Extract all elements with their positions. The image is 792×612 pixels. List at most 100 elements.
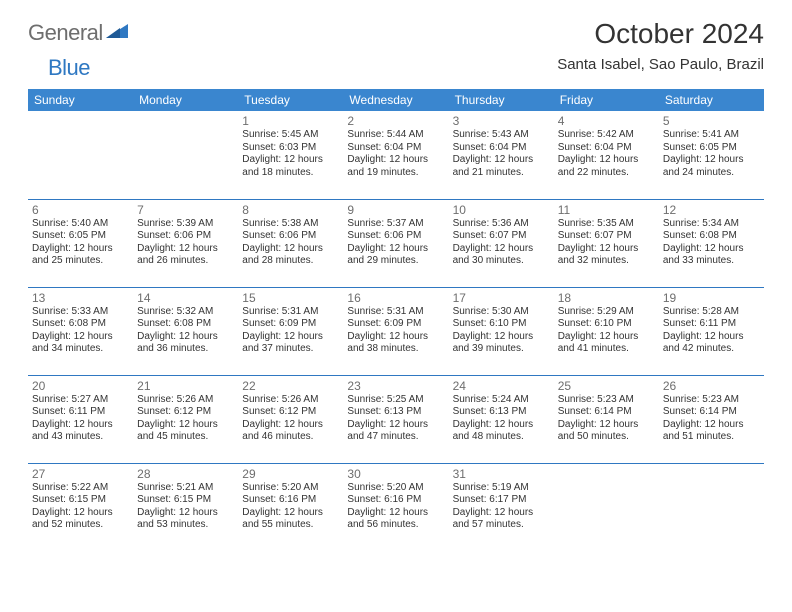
calendar-cell: 18Sunrise: 5:29 AMSunset: 6:10 PMDayligh… — [554, 287, 659, 375]
day-number: 8 — [242, 203, 339, 217]
sunrise-text: Sunrise: 5:21 AM — [137, 482, 234, 495]
sunrise-text: Sunrise: 5:31 AM — [242, 306, 339, 319]
daylight-text: and 24 minutes. — [663, 167, 760, 180]
calendar-cell: 30Sunrise: 5:20 AMSunset: 6:16 PMDayligh… — [343, 463, 448, 551]
sunset-text: Sunset: 6:08 PM — [32, 318, 129, 331]
calendar-cell: 31Sunrise: 5:19 AMSunset: 6:17 PMDayligh… — [449, 463, 554, 551]
day-info: Sunrise: 5:31 AMSunset: 6:09 PMDaylight:… — [347, 306, 444, 356]
sunset-text: Sunset: 6:16 PM — [242, 494, 339, 507]
day-info: Sunrise: 5:26 AMSunset: 6:12 PMDaylight:… — [242, 394, 339, 444]
location-text: Santa Isabel, Sao Paulo, Brazil — [557, 56, 764, 73]
day-info: Sunrise: 5:30 AMSunset: 6:10 PMDaylight:… — [453, 306, 550, 356]
sunset-text: Sunset: 6:05 PM — [663, 142, 760, 155]
sunrise-text: Sunrise: 5:45 AM — [242, 129, 339, 142]
sunrise-text: Sunrise: 5:35 AM — [558, 218, 655, 231]
sunset-text: Sunset: 6:12 PM — [242, 406, 339, 419]
sunset-text: Sunset: 6:17 PM — [453, 494, 550, 507]
title-block: October 2024 Santa Isabel, Sao Paulo, Br… — [557, 18, 764, 73]
sunset-text: Sunset: 6:11 PM — [32, 406, 129, 419]
sunset-text: Sunset: 6:10 PM — [558, 318, 655, 331]
sunrise-text: Sunrise: 5:34 AM — [663, 218, 760, 231]
day-info: Sunrise: 5:25 AMSunset: 6:13 PMDaylight:… — [347, 394, 444, 444]
daylight-text: and 38 minutes. — [347, 343, 444, 356]
day-info: Sunrise: 5:27 AMSunset: 6:11 PMDaylight:… — [32, 394, 129, 444]
sunset-text: Sunset: 6:14 PM — [663, 406, 760, 419]
daylight-text: Daylight: 12 hours — [558, 154, 655, 167]
day-number: 17 — [453, 291, 550, 305]
sunrise-text: Sunrise: 5:20 AM — [347, 482, 444, 495]
sunrise-text: Sunrise: 5:22 AM — [32, 482, 129, 495]
calendar-table: Sunday Monday Tuesday Wednesday Thursday… — [28, 89, 764, 551]
day-info: Sunrise: 5:44 AMSunset: 6:04 PMDaylight:… — [347, 129, 444, 179]
day-info: Sunrise: 5:23 AMSunset: 6:14 PMDaylight:… — [558, 394, 655, 444]
weekday-header: Wednesday — [343, 89, 448, 111]
sunset-text: Sunset: 6:14 PM — [558, 406, 655, 419]
calendar-cell: 10Sunrise: 5:36 AMSunset: 6:07 PMDayligh… — [449, 199, 554, 287]
calendar-cell: 22Sunrise: 5:26 AMSunset: 6:12 PMDayligh… — [238, 375, 343, 463]
sunset-text: Sunset: 6:04 PM — [347, 142, 444, 155]
calendar-cell: 11Sunrise: 5:35 AMSunset: 6:07 PMDayligh… — [554, 199, 659, 287]
calendar-cell: 28Sunrise: 5:21 AMSunset: 6:15 PMDayligh… — [133, 463, 238, 551]
sunset-text: Sunset: 6:12 PM — [137, 406, 234, 419]
day-number: 11 — [558, 203, 655, 217]
daylight-text: and 25 minutes. — [32, 255, 129, 268]
sunrise-text: Sunrise: 5:25 AM — [347, 394, 444, 407]
daylight-text: and 45 minutes. — [137, 431, 234, 444]
day-number: 7 — [137, 203, 234, 217]
sunrise-text: Sunrise: 5:20 AM — [242, 482, 339, 495]
brand-triangle-icon — [106, 22, 128, 45]
day-number: 6 — [32, 203, 129, 217]
daylight-text: and 57 minutes. — [453, 519, 550, 532]
sunrise-text: Sunrise: 5:33 AM — [32, 306, 129, 319]
sunrise-text: Sunrise: 5:19 AM — [453, 482, 550, 495]
calendar-cell — [659, 463, 764, 551]
daylight-text: Daylight: 12 hours — [242, 243, 339, 256]
day-number: 29 — [242, 467, 339, 481]
daylight-text: Daylight: 12 hours — [242, 507, 339, 520]
day-info: Sunrise: 5:38 AMSunset: 6:06 PMDaylight:… — [242, 218, 339, 268]
day-info: Sunrise: 5:29 AMSunset: 6:10 PMDaylight:… — [558, 306, 655, 356]
day-number: 21 — [137, 379, 234, 393]
daylight-text: and 48 minutes. — [453, 431, 550, 444]
day-info: Sunrise: 5:37 AMSunset: 6:06 PMDaylight:… — [347, 218, 444, 268]
daylight-text: and 50 minutes. — [558, 431, 655, 444]
calendar-cell — [28, 111, 133, 199]
daylight-text: Daylight: 12 hours — [32, 243, 129, 256]
sunset-text: Sunset: 6:03 PM — [242, 142, 339, 155]
day-number: 13 — [32, 291, 129, 305]
calendar-cell: 3Sunrise: 5:43 AMSunset: 6:04 PMDaylight… — [449, 111, 554, 199]
calendar-cell: 25Sunrise: 5:23 AMSunset: 6:14 PMDayligh… — [554, 375, 659, 463]
daylight-text: and 33 minutes. — [663, 255, 760, 268]
sunrise-text: Sunrise: 5:29 AM — [558, 306, 655, 319]
daylight-text: Daylight: 12 hours — [347, 419, 444, 432]
day-number: 22 — [242, 379, 339, 393]
sunset-text: Sunset: 6:07 PM — [453, 230, 550, 243]
day-info: Sunrise: 5:33 AMSunset: 6:08 PMDaylight:… — [32, 306, 129, 356]
day-number: 14 — [137, 291, 234, 305]
daylight-text: Daylight: 12 hours — [453, 154, 550, 167]
sunset-text: Sunset: 6:09 PM — [242, 318, 339, 331]
day-number: 30 — [347, 467, 444, 481]
daylight-text: Daylight: 12 hours — [347, 243, 444, 256]
sunrise-text: Sunrise: 5:28 AM — [663, 306, 760, 319]
day-info: Sunrise: 5:39 AMSunset: 6:06 PMDaylight:… — [137, 218, 234, 268]
daylight-text: and 56 minutes. — [347, 519, 444, 532]
calendar-cell — [554, 463, 659, 551]
daylight-text: Daylight: 12 hours — [663, 154, 760, 167]
daylight-text: and 21 minutes. — [453, 167, 550, 180]
daylight-text: and 36 minutes. — [137, 343, 234, 356]
sunset-text: Sunset: 6:09 PM — [347, 318, 444, 331]
weekday-row: Sunday Monday Tuesday Wednesday Thursday… — [28, 89, 764, 111]
day-number: 2 — [347, 114, 444, 128]
day-info: Sunrise: 5:19 AMSunset: 6:17 PMDaylight:… — [453, 482, 550, 532]
brand-part2: Blue — [48, 55, 90, 81]
daylight-text: Daylight: 12 hours — [137, 507, 234, 520]
daylight-text: and 18 minutes. — [242, 167, 339, 180]
daylight-text: and 28 minutes. — [242, 255, 339, 268]
sunrise-text: Sunrise: 5:31 AM — [347, 306, 444, 319]
daylight-text: Daylight: 12 hours — [453, 331, 550, 344]
calendar-cell: 12Sunrise: 5:34 AMSunset: 6:08 PMDayligh… — [659, 199, 764, 287]
day-number: 26 — [663, 379, 760, 393]
calendar-week-row: 1Sunrise: 5:45 AMSunset: 6:03 PMDaylight… — [28, 111, 764, 199]
day-info: Sunrise: 5:26 AMSunset: 6:12 PMDaylight:… — [137, 394, 234, 444]
